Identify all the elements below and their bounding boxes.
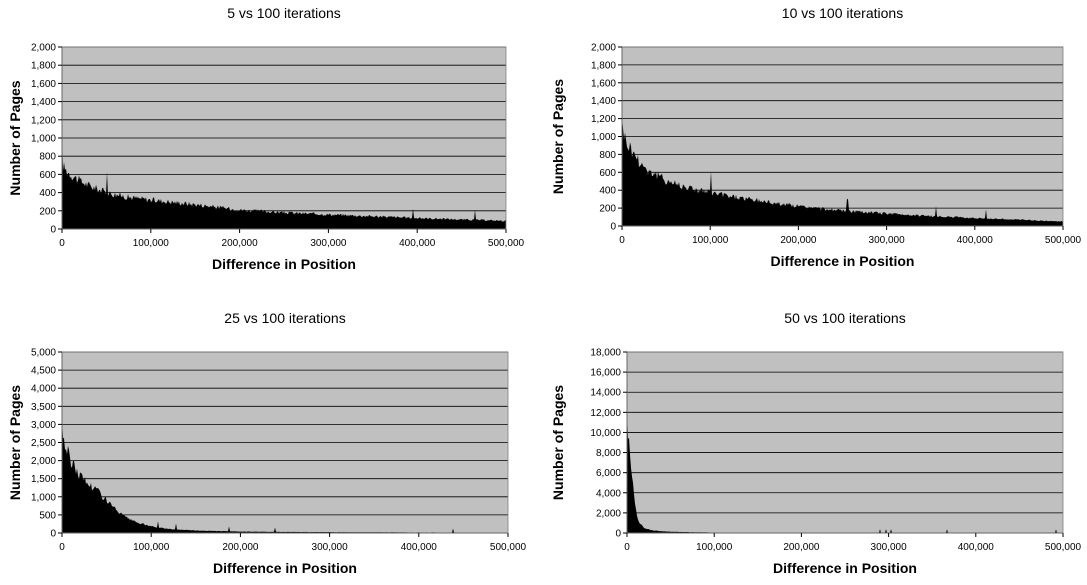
y-tick-label: 1,400 (31, 97, 56, 108)
y-tick-label: 0 (610, 222, 616, 233)
y-tick-label: 12,000 (590, 408, 621, 419)
y-tick-label: 500 (39, 510, 56, 521)
y-axis-label: Number of Pages (7, 385, 23, 500)
plot-area (627, 352, 1063, 533)
y-tick-label: 1,800 (31, 61, 56, 72)
x-tick-label: 100,000 (133, 238, 170, 249)
x-tick-label: 0 (59, 238, 65, 249)
y-tick-label: 14,000 (590, 388, 621, 399)
y-tick-label: 0 (50, 225, 56, 236)
x-tick-label: 300,000 (871, 542, 908, 553)
y-tick-label: 0 (615, 529, 621, 540)
chart-title: 5 vs 100 iterations (227, 5, 341, 21)
y-tick-label: 1,200 (591, 114, 616, 125)
chart-10-vs-100: 0 200 400 600 800 1,000 1,200 1,400 1,600 1,800 2,… (550, 5, 1082, 269)
y-tick-label: 200 (599, 204, 616, 215)
y-tick-label: 800 (599, 150, 616, 161)
y-tick-label: 1,800 (591, 60, 616, 71)
y-tick-label: 16,000 (590, 368, 621, 379)
x-tick-label: 400,000 (957, 235, 994, 246)
y-tick-label: 200 (39, 206, 56, 217)
chart-50-vs-100: 0 2,000 4,000 6,000 8,000 10,000 12,000 14,000 1… (550, 310, 1082, 576)
y-tick-label: 800 (39, 152, 56, 163)
x-tick-label: 400,000 (958, 542, 995, 553)
plot-border (626, 351, 1064, 534)
chart-title: 50 vs 100 iterations (784, 310, 905, 326)
y-tick-label: 400 (39, 188, 56, 199)
chart-panel-5-vs-100: 0 200 400 600 800 1,000 1,200 1,400 1,600 1,800 2,… (0, 0, 543, 290)
y-tick-label: 2,500 (31, 438, 56, 449)
y-tick-label: 10,000 (590, 428, 621, 439)
x-tick-label: 200,000 (780, 235, 817, 246)
y-tick-label: 1,200 (31, 115, 56, 126)
chart-title: 10 vs 100 iterations (782, 5, 903, 21)
y-tick-label: 1,600 (31, 79, 56, 90)
y-tick-label: 400 (599, 186, 616, 197)
chart-panel-10-vs-100: 0 200 400 600 800 1,000 1,200 1,400 1,600 1,800 2,… (543, 0, 1087, 290)
series-area (62, 132, 506, 229)
y-tick-label: 6,000 (596, 468, 621, 479)
y-tick-label: 8,000 (596, 448, 621, 459)
y-tick-label: 4,500 (31, 366, 56, 377)
y-tick-label: 600 (599, 168, 616, 179)
y-axis-label: Number of Pages (7, 80, 23, 195)
x-tick-label: 200,000 (222, 542, 259, 553)
x-tick-label: 200,000 (783, 542, 820, 553)
y-tick-label: 18,000 (590, 348, 621, 359)
x-axis-label: Difference in Position (213, 560, 357, 576)
x-axis-label: Difference in Position (771, 253, 915, 269)
y-tick-label: 2,000 (31, 456, 56, 467)
x-tick-label: 100,000 (696, 542, 733, 553)
y-tick-label: 4,000 (31, 384, 56, 395)
y-tick-label: 1,600 (591, 78, 616, 89)
y-tick-label: 2,000 (591, 43, 616, 54)
x-tick-label: 0 (624, 542, 630, 553)
y-tick-label: 2,000 (596, 508, 621, 519)
y-tick-label: 3,000 (31, 420, 56, 431)
y-tick-label: 1,400 (591, 96, 616, 107)
y-tick-label: 1,500 (31, 474, 56, 485)
x-tick-label: 200,000 (222, 238, 259, 249)
y-tick-label: 1,000 (31, 134, 56, 145)
chart-25-vs-100: 0 500 1,000 1,500 2,000 2,500 3,000 3,500 4,000 4… (7, 310, 527, 576)
y-tick-label: 2,000 (31, 43, 56, 54)
chart-5-vs-100: 0 200 400 600 800 1,000 1,200 1,400 1,600 1,800 2,… (7, 5, 525, 272)
x-axis-label: Difference in Position (212, 256, 356, 272)
y-tick-label: 1,000 (31, 492, 56, 503)
y-tick-label: 0 (50, 529, 56, 540)
y-tick-label: 600 (39, 170, 56, 181)
y-tick-label: 5,000 (31, 348, 56, 359)
y-axis-label: Number of Pages (550, 79, 566, 194)
y-tick-label: 3,500 (31, 402, 56, 413)
x-tick-label: 300,000 (312, 542, 349, 553)
x-tick-label: 300,000 (869, 235, 906, 246)
x-tick-label: 500,000 (1045, 542, 1082, 553)
chart-panel-25-vs-100: 0 500 1,000 1,500 2,000 2,500 3,000 3,500 4,000 4… (0, 290, 543, 580)
x-tick-label: 500,000 (1045, 235, 1082, 246)
x-axis-label: Difference in Position (773, 560, 917, 576)
x-tick-label: 400,000 (401, 542, 438, 553)
chart-title: 25 vs 100 iterations (224, 310, 345, 326)
chart-panel-50-vs-100: 0 2,000 4,000 6,000 8,000 10,000 12,000 14,000 1… (543, 290, 1087, 580)
x-tick-label: 0 (619, 235, 625, 246)
series-area (62, 420, 508, 533)
y-tick-label: 1,000 (591, 132, 616, 143)
y-axis-label: Number of Pages (550, 385, 566, 500)
x-tick-label: 500,000 (488, 238, 525, 249)
series-area (622, 118, 1063, 226)
x-tick-label: 500,000 (490, 542, 527, 553)
x-tick-label: 0 (59, 542, 65, 553)
x-tick-label: 100,000 (133, 542, 170, 553)
x-tick-label: 400,000 (399, 238, 436, 249)
x-tick-label: 100,000 (692, 235, 729, 246)
x-tick-label: 300,000 (310, 238, 347, 249)
y-tick-label: 4,000 (596, 488, 621, 499)
